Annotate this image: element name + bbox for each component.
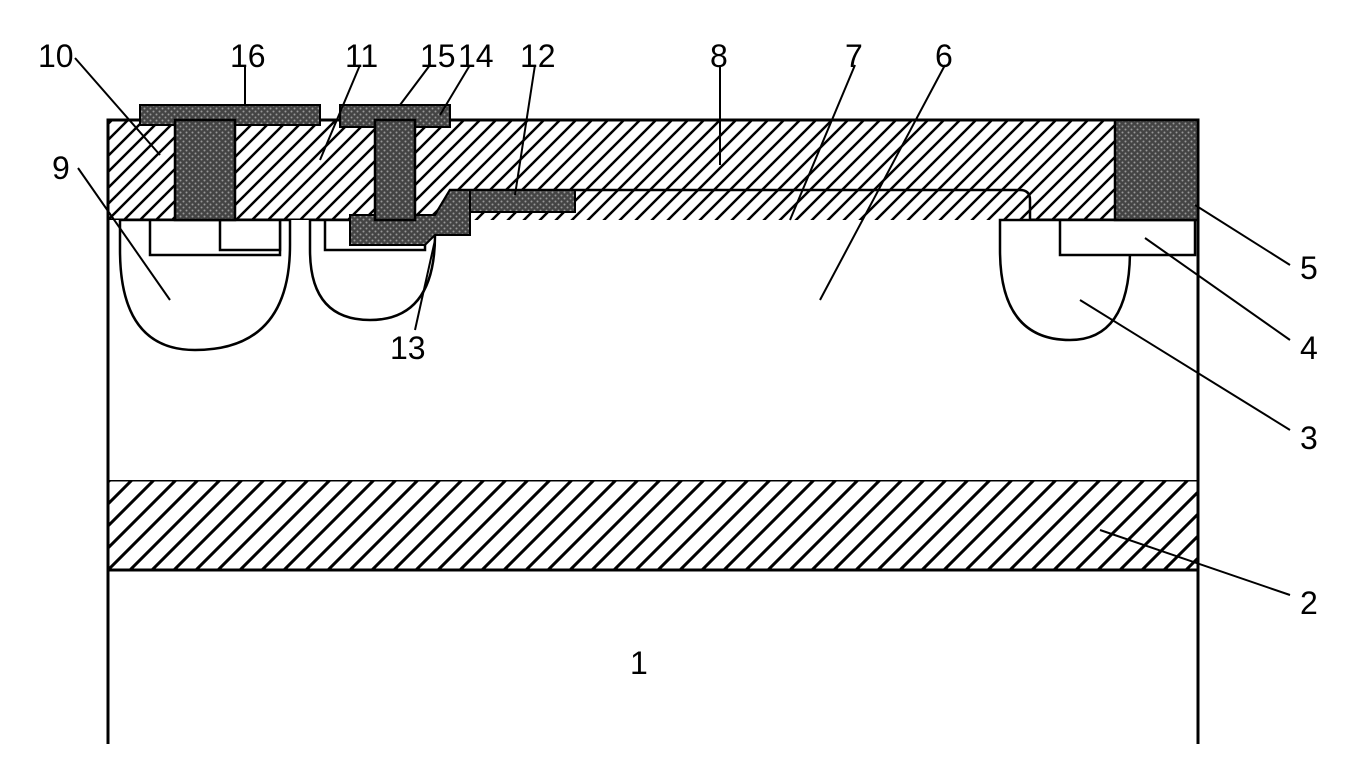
label-9: 9: [52, 150, 70, 187]
label-16: 16: [230, 38, 266, 75]
poly-field-plate: [465, 190, 575, 212]
label-3: 3: [1300, 420, 1318, 457]
metal-drain-contact: [1115, 120, 1198, 220]
metal-via-15: [375, 120, 415, 220]
cross-section-diagram: 1 2 3 4 5 6 7 8 9 10 11 12 13 14 15 16: [20, 20, 1339, 744]
label-12: 12: [520, 38, 556, 75]
label-7: 7: [845, 38, 863, 75]
label-4: 4: [1300, 330, 1318, 367]
label-10: 10: [38, 38, 74, 75]
label-14: 14: [458, 38, 494, 75]
label-5: 5: [1300, 250, 1318, 287]
label-1: 1: [630, 645, 648, 682]
label-2: 2: [1300, 585, 1318, 622]
metal-via-16: [175, 120, 235, 220]
label-8: 8: [710, 38, 728, 75]
right-contact-region: [1060, 220, 1195, 255]
contact-10-region: [220, 220, 280, 250]
label-15: 15: [420, 38, 456, 75]
label-11: 11: [345, 38, 378, 75]
label-6: 6: [935, 38, 953, 75]
label-13: 13: [390, 330, 426, 367]
buried-oxide-layer: [108, 480, 1198, 570]
